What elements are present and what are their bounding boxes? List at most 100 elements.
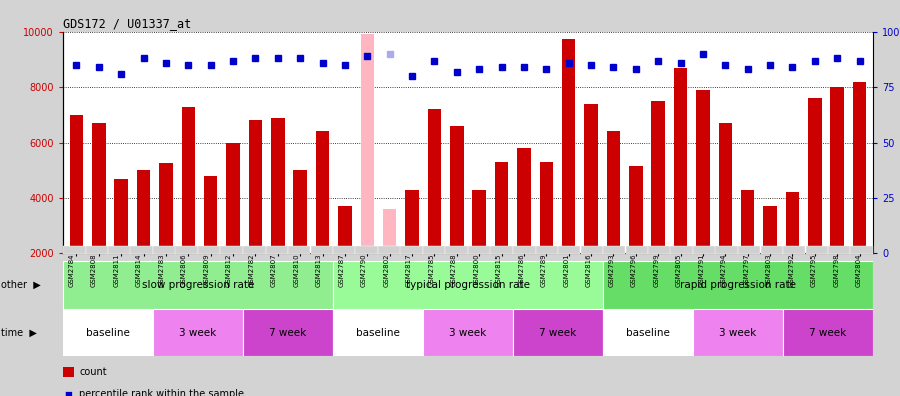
- Text: GSM2807: GSM2807: [271, 254, 277, 287]
- Bar: [361, 34, 374, 253]
- Bar: [674, 68, 688, 253]
- Bar: [63, 309, 153, 356]
- Bar: [293, 170, 307, 253]
- Bar: [629, 166, 643, 253]
- Bar: [853, 82, 867, 253]
- Bar: [831, 87, 844, 253]
- Bar: [383, 209, 396, 253]
- Text: 7 week: 7 week: [809, 327, 847, 338]
- Text: GSM2795: GSM2795: [811, 254, 817, 287]
- Bar: [243, 309, 333, 356]
- Bar: [783, 309, 873, 356]
- Text: GSM2804: GSM2804: [856, 254, 861, 287]
- Text: GSM2815: GSM2815: [496, 254, 501, 287]
- Bar: [718, 123, 732, 253]
- Bar: [248, 120, 262, 253]
- Text: GSM2811: GSM2811: [113, 254, 119, 287]
- Bar: [697, 90, 710, 253]
- Text: GSM2805: GSM2805: [676, 254, 681, 287]
- Text: GSM2786: GSM2786: [518, 254, 524, 287]
- Bar: [114, 179, 128, 253]
- Bar: [159, 163, 173, 253]
- Text: GSM2794: GSM2794: [721, 254, 726, 287]
- Text: 7 week: 7 week: [269, 327, 307, 338]
- Text: GSM2803: GSM2803: [766, 254, 771, 287]
- Bar: [69, 115, 83, 253]
- Bar: [540, 162, 553, 253]
- Text: GSM2792: GSM2792: [788, 254, 794, 287]
- Bar: [652, 101, 665, 253]
- Text: 3 week: 3 week: [179, 327, 217, 338]
- Text: GSM2796: GSM2796: [631, 254, 637, 287]
- Text: GSM2817: GSM2817: [406, 254, 411, 287]
- Text: GSM2787: GSM2787: [338, 254, 344, 287]
- Bar: [316, 131, 329, 253]
- Text: GSM2788: GSM2788: [451, 254, 456, 287]
- Bar: [741, 190, 754, 253]
- Text: GSM2793: GSM2793: [608, 254, 614, 287]
- Text: GSM2802: GSM2802: [383, 254, 389, 287]
- Bar: [92, 123, 105, 253]
- Bar: [423, 309, 513, 356]
- Bar: [182, 107, 195, 253]
- Text: GSM2800: GSM2800: [473, 254, 479, 287]
- Text: GSM2810: GSM2810: [293, 254, 299, 287]
- Text: ■: ■: [65, 390, 72, 396]
- Text: GSM2798: GSM2798: [833, 254, 839, 287]
- Bar: [333, 261, 603, 309]
- Bar: [137, 170, 150, 253]
- Text: GSM2806: GSM2806: [181, 254, 187, 287]
- Bar: [333, 309, 423, 356]
- Bar: [518, 148, 531, 253]
- Text: typical progression rate: typical progression rate: [406, 280, 530, 290]
- Bar: [693, 309, 783, 356]
- Text: 3 week: 3 week: [449, 327, 487, 338]
- Text: GSM2783: GSM2783: [158, 254, 164, 287]
- Bar: [495, 162, 508, 253]
- Text: GSM2784: GSM2784: [68, 254, 74, 287]
- Text: GSM2791: GSM2791: [698, 254, 704, 287]
- Bar: [204, 176, 218, 253]
- Bar: [338, 206, 352, 253]
- Bar: [763, 206, 777, 253]
- Text: baseline: baseline: [356, 327, 400, 338]
- Bar: [513, 309, 603, 356]
- Bar: [271, 118, 284, 253]
- Bar: [786, 192, 799, 253]
- Bar: [153, 309, 243, 356]
- Bar: [584, 104, 598, 253]
- Text: 3 week: 3 week: [719, 327, 757, 338]
- Text: slow progression rate: slow progression rate: [142, 280, 254, 290]
- Bar: [603, 309, 693, 356]
- Text: GSM2797: GSM2797: [743, 254, 749, 287]
- Text: GSM2785: GSM2785: [428, 254, 434, 287]
- Text: GSM2790: GSM2790: [361, 254, 367, 287]
- Text: baseline: baseline: [626, 327, 670, 338]
- Text: baseline: baseline: [86, 327, 130, 338]
- Text: GSM2813: GSM2813: [316, 254, 322, 287]
- Bar: [450, 126, 464, 253]
- Text: GSM2782: GSM2782: [248, 254, 254, 287]
- Text: GDS172 / U01337_at: GDS172 / U01337_at: [63, 17, 191, 30]
- Text: GSM2812: GSM2812: [226, 254, 231, 287]
- Text: GSM2799: GSM2799: [653, 254, 659, 287]
- Text: rapid progression rate: rapid progression rate: [680, 280, 796, 290]
- Bar: [405, 190, 418, 253]
- Text: GSM2801: GSM2801: [563, 254, 569, 287]
- Text: 7 week: 7 week: [539, 327, 577, 338]
- Text: GSM2789: GSM2789: [541, 254, 546, 287]
- Text: time  ▶: time ▶: [1, 327, 37, 338]
- Text: GSM2808: GSM2808: [91, 254, 97, 287]
- Text: GSM2814: GSM2814: [136, 254, 141, 287]
- Text: GSM2809: GSM2809: [203, 254, 209, 287]
- Bar: [428, 109, 441, 253]
- Bar: [472, 190, 486, 253]
- Bar: [607, 131, 620, 253]
- Text: count: count: [79, 367, 107, 377]
- Text: percentile rank within the sample: percentile rank within the sample: [79, 389, 244, 396]
- Bar: [562, 38, 575, 253]
- Text: GSM2816: GSM2816: [586, 254, 592, 287]
- Bar: [63, 261, 333, 309]
- Bar: [226, 143, 239, 253]
- Bar: [808, 98, 822, 253]
